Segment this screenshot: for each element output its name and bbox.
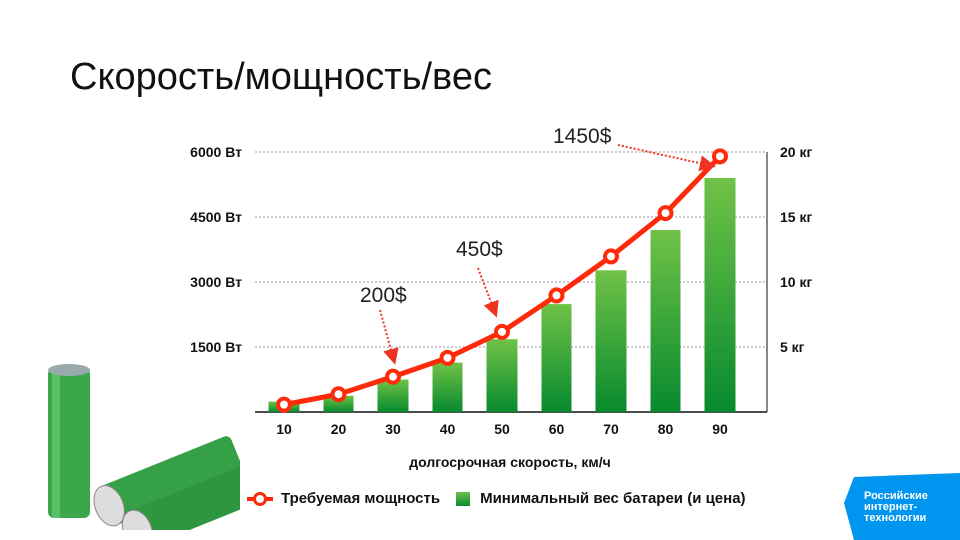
- legend-weight: Минимальный вес батареи (и цена): [480, 490, 746, 507]
- right-tick-label: 10 кг: [780, 274, 812, 290]
- bar: [486, 339, 518, 412]
- bar: [323, 395, 354, 412]
- left-tick-label: 4500 Вт: [190, 209, 242, 225]
- logo-line: технологии: [864, 512, 927, 524]
- bar: [704, 178, 736, 412]
- x-tick-label: 40: [440, 421, 456, 437]
- x-tick-label: 60: [549, 421, 565, 437]
- bar: [541, 304, 572, 412]
- line-point: [439, 349, 456, 366]
- left-tick-label: 3000 Вт: [190, 274, 242, 290]
- legend-bar-swatch: [456, 491, 471, 506]
- x-tick-label: 10: [276, 421, 292, 437]
- right-tick-label: 20 кг: [780, 144, 812, 160]
- line-point: [712, 148, 728, 165]
- annotation-arrow: [477, 267, 499, 318]
- left-tick-label: 6000 Вт: [190, 144, 242, 160]
- bar: [595, 270, 627, 412]
- price-annotation: 450$: [456, 238, 503, 261]
- x-tick-label: 70: [603, 421, 619, 437]
- x-tick-label: 90: [712, 421, 728, 437]
- logo-line: Российские: [864, 490, 928, 502]
- line-point: [657, 205, 674, 222]
- annotation-arrow: [379, 309, 399, 365]
- battery-cell-lying-2: [121, 464, 240, 530]
- battery-cell-lying-1: [93, 436, 240, 527]
- legend-line-swatch: [247, 491, 273, 506]
- company-logo: [844, 473, 960, 540]
- slide-title: Скорость/мощность/вес: [70, 56, 492, 98]
- left-tick-label: 1500 Вт: [190, 339, 242, 355]
- bar: [432, 362, 463, 412]
- line-point: [494, 323, 510, 340]
- x-tick-label: 80: [658, 421, 674, 437]
- x-axis-label: долгосрочная скорость, км/ч: [409, 454, 610, 470]
- battery-cell-standing: [48, 364, 90, 518]
- bar: [377, 379, 409, 412]
- logo-line: интернет-: [864, 501, 918, 513]
- logo-text: Российские интернет- технологии: [864, 491, 928, 524]
- right-tick-label: 15 кг: [780, 209, 812, 225]
- line-point: [603, 248, 619, 265]
- bar: [650, 230, 681, 412]
- legend-power: Требуемая мощность: [281, 490, 441, 507]
- price-annotation: 200$: [360, 284, 407, 307]
- line-point: [276, 396, 292, 413]
- legend: Требуемая мощность Минимальный вес батар…: [247, 490, 746, 507]
- x-tick-label: 50: [494, 421, 510, 437]
- x-tick-label: 20: [331, 421, 347, 437]
- line-point: [385, 368, 401, 385]
- price-annotation: 1450$: [553, 125, 612, 148]
- line-point: [330, 386, 347, 403]
- annotation-arrow: [617, 144, 716, 172]
- right-tick-label: 5 кг: [780, 339, 805, 355]
- line-point: [548, 287, 565, 304]
- x-tick-label: 30: [385, 421, 401, 437]
- battery-image: [48, 364, 240, 530]
